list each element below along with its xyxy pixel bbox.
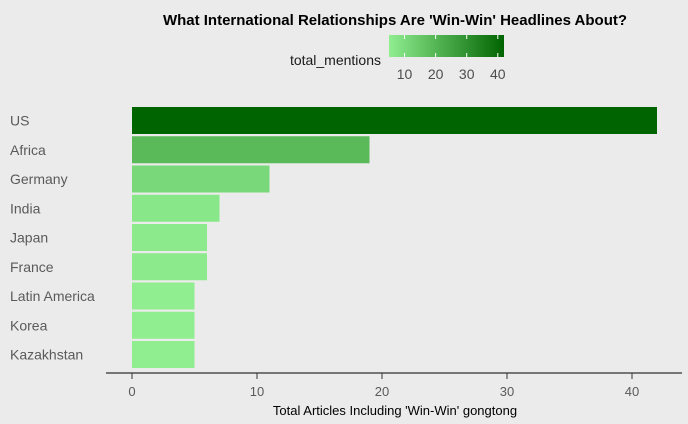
category-label: France [10, 259, 54, 275]
legend-tick-label: 40 [490, 66, 506, 82]
bar-japan [132, 224, 207, 251]
x-axis-title: Total Articles Including 'Win-Win' gongt… [273, 403, 517, 418]
x-tick-label: 0 [128, 384, 135, 399]
x-tick-label: 30 [500, 384, 514, 399]
category-label: Latin America [10, 288, 95, 304]
category-label: India [10, 200, 41, 216]
x-tick-label: 10 [250, 384, 264, 399]
bar-germany [132, 165, 270, 193]
bar-latin-america [132, 282, 195, 310]
category-label: US [10, 113, 29, 129]
legend-ticks: 10 20 30 40 [397, 35, 506, 82]
category-label: Africa [10, 142, 46, 158]
chart-title: What International Relationships Are 'Wi… [163, 12, 627, 29]
bar-us [132, 107, 657, 134]
x-tick-label: 40 [625, 384, 639, 399]
bar-korea [132, 311, 195, 339]
category-label: Germany [10, 171, 68, 187]
bar-kazakhstan [132, 341, 195, 368]
legend-tick-label: 10 [397, 66, 413, 82]
category-label: Japan [10, 230, 48, 246]
x-axis-ticks: 0 10 20 30 40 [128, 373, 639, 399]
bar-africa [132, 136, 370, 164]
legend-tick-label: 30 [459, 66, 475, 82]
legend-colorbar [389, 35, 504, 57]
legend-title: total_mentions [290, 52, 381, 68]
legend-tick-label: 20 [428, 66, 444, 82]
bar-india [132, 194, 220, 222]
bars [132, 107, 657, 368]
x-tick-label: 20 [375, 384, 389, 399]
category-label: Kazakhstan [10, 347, 83, 363]
bar-france [132, 253, 207, 281]
category-label: Korea [10, 317, 48, 333]
category-labels: US Africa Germany India Japan France Latin Ame… [10, 113, 95, 363]
